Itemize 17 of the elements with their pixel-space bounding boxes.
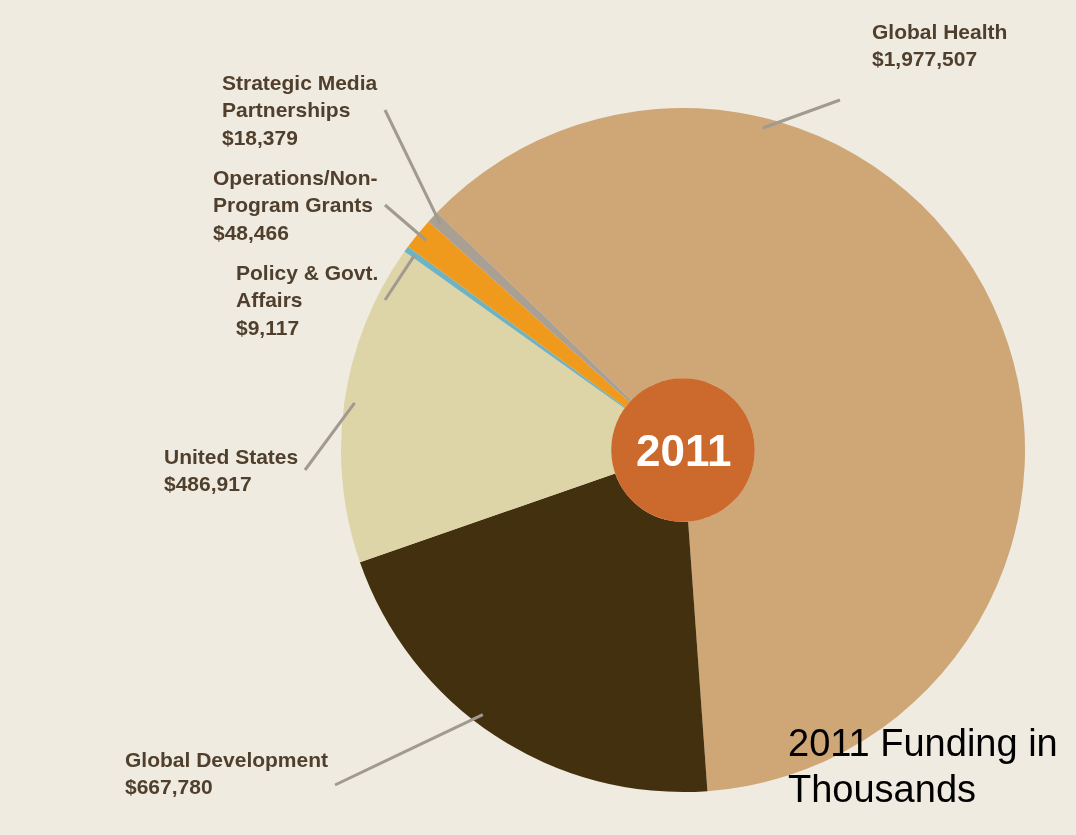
data-label: $48,466	[213, 220, 289, 244]
slice-label: Global Development	[125, 748, 329, 771]
slice-label: Policy & Govt. Affairs	[236, 261, 379, 312]
text: 2011	[636, 426, 732, 475]
data-label: $9,117	[236, 315, 300, 339]
slice-label: Strategic Media Partnerships	[222, 71, 378, 122]
donut-slice	[359, 473, 708, 792]
donut-slice	[404, 246, 626, 409]
data-label: $1,977,507	[872, 47, 978, 71]
slice-label: United States	[164, 445, 299, 468]
slice-label: Operations/Non-Program Grants	[213, 166, 378, 217]
data-label: $18,379	[222, 125, 298, 149]
slice-label: Global Health	[872, 20, 1008, 43]
text: 2011 Funding in Thousands	[788, 721, 1058, 812]
data-label: $486,917	[164, 472, 252, 496]
data-label: $667,780	[125, 775, 213, 799]
donut-slice	[408, 221, 630, 408]
